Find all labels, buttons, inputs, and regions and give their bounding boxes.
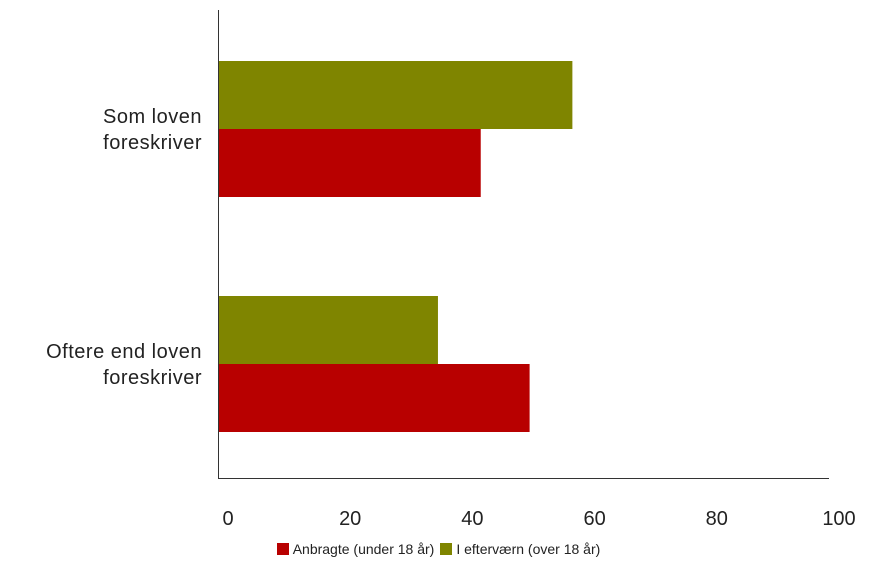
legend: Anbragte (under 18 år) I efterværn (over … xyxy=(0,541,877,557)
x-tick-label: 20 xyxy=(339,508,361,530)
x-tick-label: 60 xyxy=(583,508,605,530)
category-label: Som loven xyxy=(103,106,202,128)
x-tick-label: 100 xyxy=(822,508,855,530)
bar-anbragte-1 xyxy=(218,364,530,432)
x-tick-label: 40 xyxy=(461,508,483,530)
category-label: Oftere end loven xyxy=(46,341,202,363)
x-tick-label: 80 xyxy=(706,508,728,530)
x-tick-label: 0 xyxy=(222,508,233,530)
legend-item: Anbragte (under 18 år) xyxy=(276,541,435,557)
category-label: foreskriver xyxy=(103,367,202,389)
legend-label: Anbragte (under 18 år) xyxy=(292,541,435,557)
legend-label: I efterværn (over 18 år) xyxy=(456,541,601,557)
bar-anbragte-0 xyxy=(218,129,481,197)
legend-swatch xyxy=(440,543,453,555)
bar-efterværn-1 xyxy=(218,296,438,364)
legend-swatch xyxy=(276,543,289,555)
bar-efterværn-0 xyxy=(218,61,573,129)
category-label: foreskriver xyxy=(103,132,202,154)
legend-item: I efterværn (over 18 år) xyxy=(440,541,600,557)
